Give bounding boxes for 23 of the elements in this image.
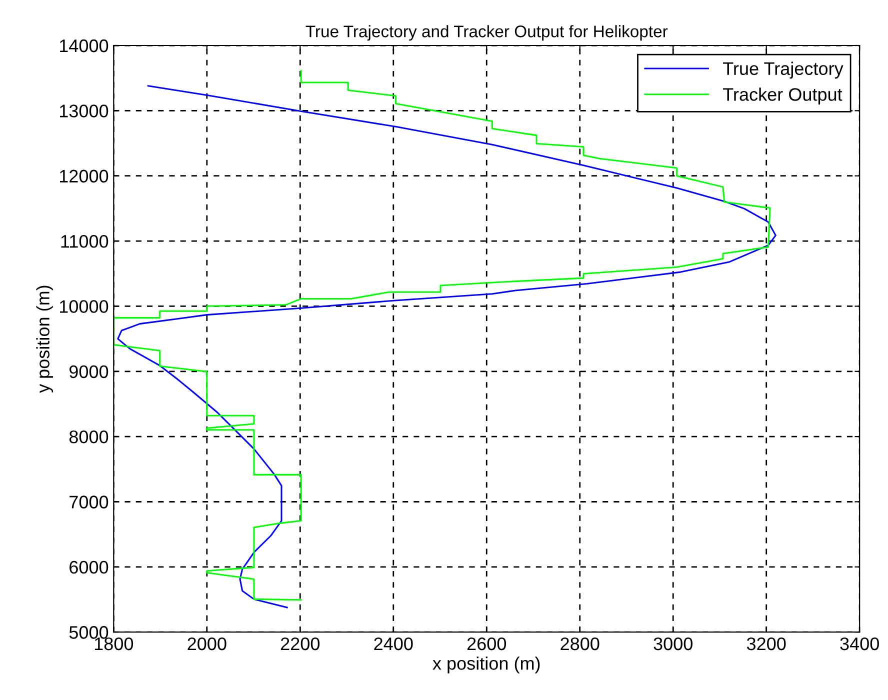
x-tick-label: 3200: [746, 637, 786, 650]
x-tick-label: 3400: [840, 637, 879, 650]
legend-label: Tracker Output: [723, 88, 842, 104]
y-tick-label: 8000: [69, 430, 108, 444]
x-axis-title: x position (m): [432, 656, 540, 674]
y-tick-label: 14000: [60, 39, 108, 52]
x-tick-label: 2200: [280, 637, 320, 650]
y-tick-label: 9000: [69, 365, 108, 378]
y-tick-label: 6000: [70, 560, 108, 574]
x-tick-label: 2400: [374, 637, 413, 650]
x-tick-label: 2600: [467, 637, 506, 650]
y-tick-label: 13000: [60, 104, 108, 118]
legend-label: True Trajectory: [723, 62, 844, 79]
x-tick-label: 2000: [188, 637, 226, 650]
x-tick-label: 2800: [560, 637, 600, 650]
y-tick-label: 10000: [60, 300, 108, 313]
x-tick-label: 3000: [654, 637, 692, 650]
y-axis-title: y position (m): [36, 286, 54, 393]
y-tick-label: 11000: [61, 234, 108, 248]
y-tick-label: 5000: [69, 626, 108, 639]
y-tick-label: 7000: [70, 496, 108, 508]
y-tick-label: 12000: [60, 170, 108, 183]
chart-title: True Trajectory and Tracker Output for Helikopter: [306, 25, 668, 41]
